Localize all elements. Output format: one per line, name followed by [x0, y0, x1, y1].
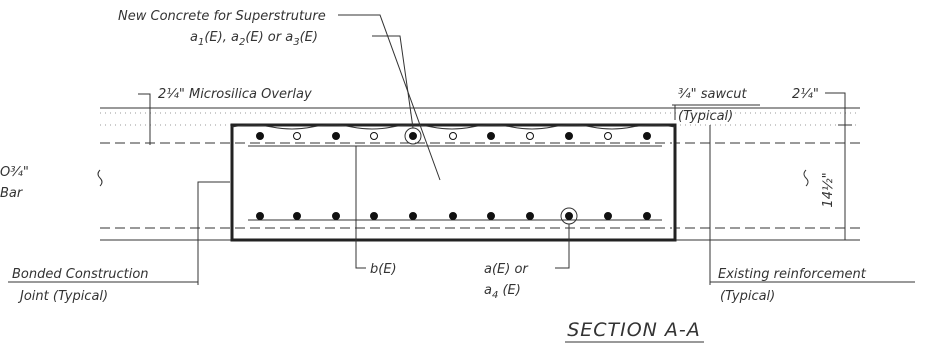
dimension-label: 14½": [821, 172, 836, 207]
label: Joint (Typical): [17, 289, 108, 304]
label: b(E): [370, 262, 397, 277]
rebar: [256, 132, 264, 140]
label-part: (E) or a: [245, 30, 293, 45]
rebar: [293, 132, 301, 140]
label-part: (E): [498, 283, 521, 298]
subscript: 1: [198, 37, 204, 48]
label: 2¼" Microsilica Overlay: [158, 87, 312, 102]
overlay-interface: [231, 124, 676, 130]
rebar: [526, 132, 534, 140]
rebar: [565, 132, 573, 140]
leader: [197, 181, 230, 285]
rebar: [256, 212, 264, 220]
label: a(E) or: [484, 262, 529, 277]
subscript: 3: [293, 37, 299, 48]
section-title: SECTION A-A: [567, 319, 701, 341]
label: O¾": [0, 165, 29, 180]
rebar: [565, 212, 573, 220]
rebar: [409, 132, 417, 140]
label: (Typical): [678, 109, 733, 124]
rebar-group: [256, 132, 651, 220]
rebar: [604, 132, 612, 140]
label: Bonded Construction: [12, 267, 149, 282]
subscript: 2: [239, 37, 245, 48]
rebar: [643, 132, 651, 140]
dimension: [825, 92, 852, 241]
leader: [338, 14, 441, 181]
rebar: [293, 212, 301, 220]
dimension-label: 2¼": [792, 87, 819, 102]
label: a1(E), a2(E) or a3(E): [190, 30, 318, 48]
rebar: [643, 212, 651, 220]
break-left: [97, 169, 103, 187]
leader: [372, 35, 414, 129]
rebar: [332, 212, 340, 220]
label: (Typical): [720, 289, 775, 304]
label-part: a: [484, 283, 492, 298]
rebar: [487, 132, 495, 140]
label: ¾" sawcut: [678, 87, 747, 102]
rebar: [487, 212, 495, 220]
rebar: [332, 132, 340, 140]
rebar: [370, 212, 378, 220]
rebar: [526, 212, 534, 220]
rebar: [409, 212, 417, 220]
label: Existing reinforcement: [718, 267, 867, 282]
rebar: [370, 132, 378, 140]
new-concrete-block: [230, 123, 677, 242]
label-part: (E), a: [204, 30, 239, 45]
leader: [355, 240, 366, 269]
leader: [138, 93, 151, 145]
label: New Concrete for Superstruture: [118, 9, 326, 24]
rebar: [604, 212, 612, 220]
label: Bar: [0, 186, 24, 201]
label-part: (E): [300, 30, 318, 45]
label-part: a: [190, 30, 198, 45]
subscript: 4: [492, 290, 498, 301]
label: a4 (E): [484, 283, 521, 301]
leader: [555, 224, 570, 269]
break-right: [803, 169, 809, 187]
rebar: [449, 212, 457, 220]
rebar: [449, 132, 457, 140]
